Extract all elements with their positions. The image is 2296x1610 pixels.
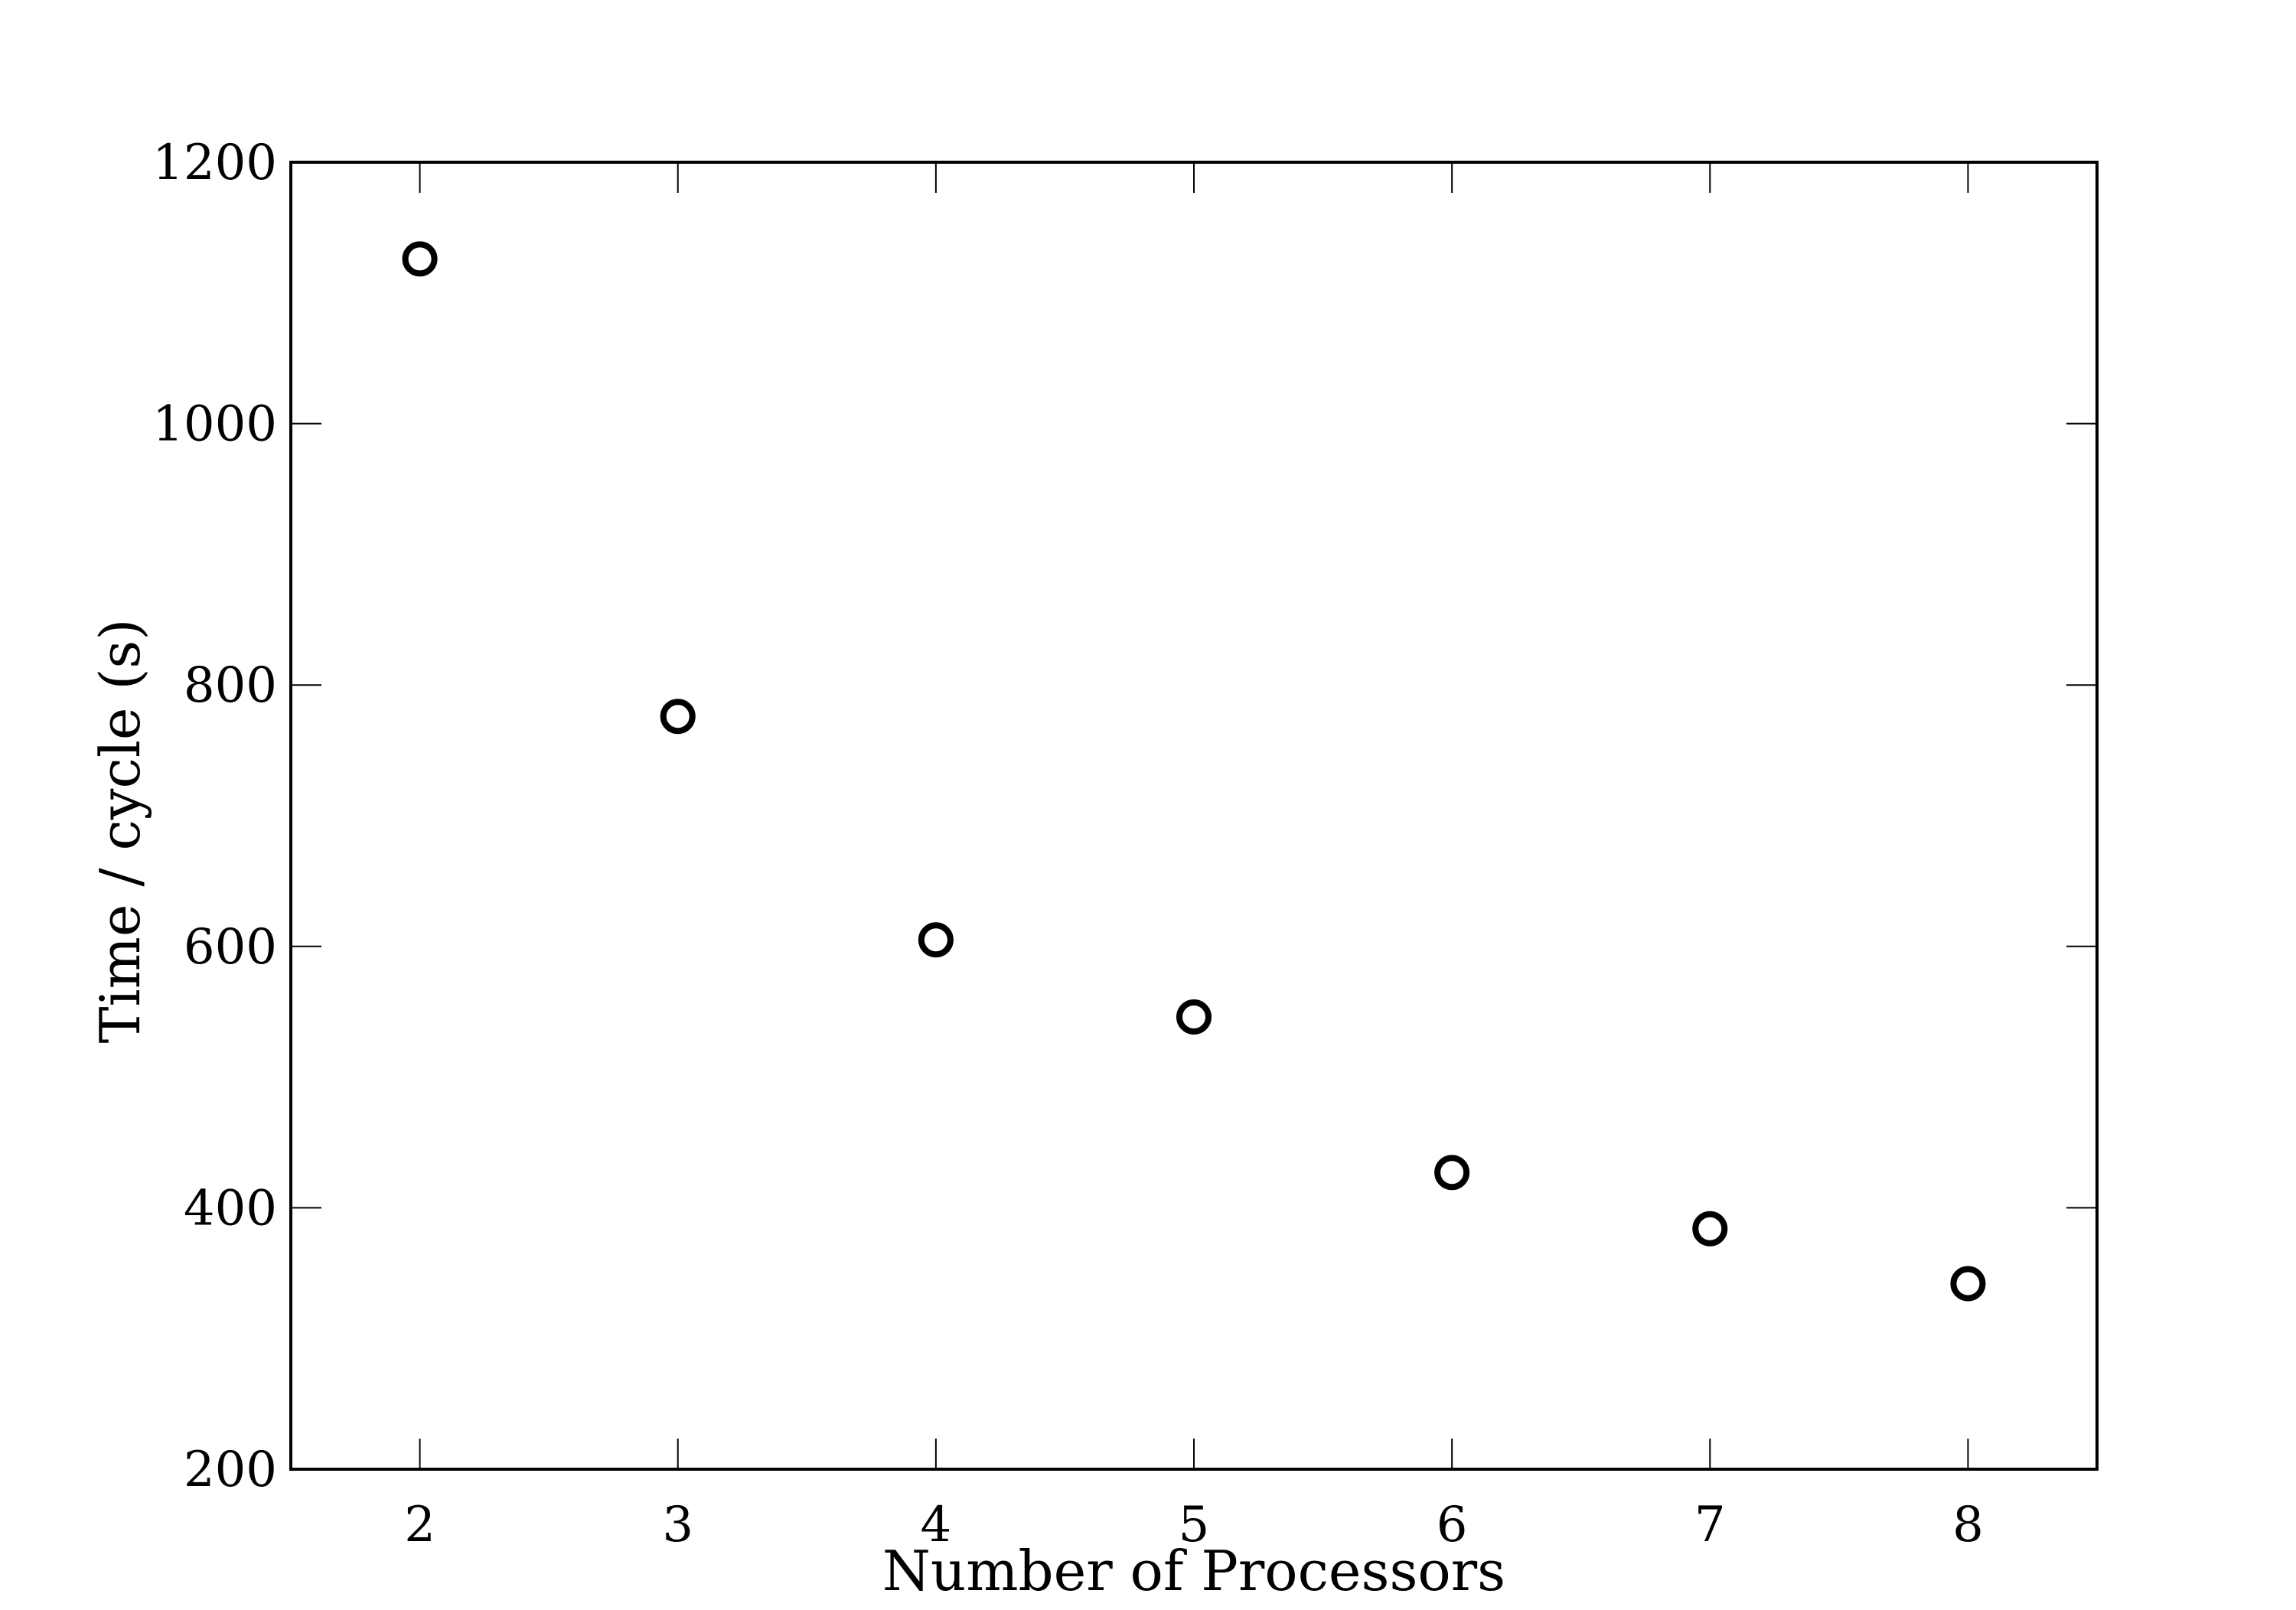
ticks-layer: 2 3 4 5 6 7 8 200 400 600 800 1000 1200	[152, 135, 2097, 1553]
y-tick-label: 800	[184, 657, 277, 714]
x-tick-label: 7	[1694, 1497, 1726, 1553]
data-point	[1176, 999, 1212, 1035]
labels-layer: Number of Processors Time / cycle (s)	[88, 619, 1505, 1603]
y-tick-label: 200	[184, 1442, 277, 1498]
y-tick-label: 600	[184, 919, 277, 976]
x-tick-label: 3	[662, 1497, 693, 1553]
y-axis-label: Time / cycle (s)	[88, 619, 152, 1044]
x-tick-label: 8	[1952, 1497, 1984, 1553]
data-point	[1950, 1266, 1986, 1302]
data-point	[1692, 1211, 1728, 1247]
data-point	[1434, 1155, 1470, 1191]
y-tick-label: 400	[184, 1180, 277, 1237]
x-tick-label: 6	[1437, 1497, 1468, 1553]
y-tick-label: 1200	[152, 135, 277, 191]
data-point	[918, 922, 954, 958]
points-layer	[402, 241, 1986, 1302]
x-tick-label: 5	[1179, 1497, 1210, 1553]
data-point	[660, 699, 696, 735]
x-axis-label: Number of Processors	[882, 1539, 1505, 1603]
x-tick-label: 4	[920, 1497, 951, 1553]
x-tick-label: 2	[404, 1497, 435, 1553]
plot-area-frame	[289, 161, 2099, 1471]
data-point	[402, 241, 438, 277]
y-tick-label: 1000	[152, 396, 277, 453]
